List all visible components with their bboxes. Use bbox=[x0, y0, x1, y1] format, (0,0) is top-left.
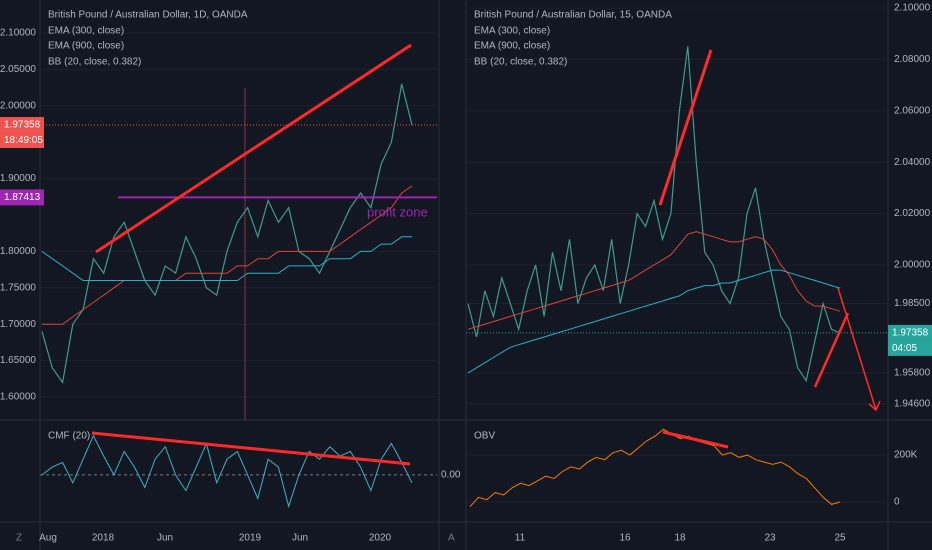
icon[interactable]: Z bbox=[16, 533, 22, 544]
x-tick-label: Jun bbox=[157, 533, 173, 544]
y-tick-label: 1.60000 bbox=[0, 392, 36, 403]
y-tick-label: 2.00000 bbox=[0, 100, 36, 111]
y-tick-label: 1.95800 bbox=[894, 368, 931, 379]
level-box bbox=[0, 189, 44, 206]
x-tick-label: 23 bbox=[764, 533, 776, 544]
x-tick-label: 11 bbox=[515, 533, 526, 544]
y-tick-label: 2.06000 bbox=[894, 105, 931, 116]
series-line bbox=[467, 231, 841, 330]
y-tick-label: 1.98500 bbox=[894, 298, 931, 309]
y-tick-label: 2.05000 bbox=[0, 64, 36, 75]
trend-line bbox=[813, 312, 850, 388]
chart-title: British Pound / Australian Dollar, 15, O… bbox=[474, 10, 672, 21]
y-tick-label: 1.65000 bbox=[0, 355, 36, 366]
indicator-title: CMF (20) bbox=[48, 431, 90, 442]
price-box bbox=[888, 324, 932, 341]
series-line bbox=[41, 236, 412, 281]
trend-line bbox=[95, 43, 412, 254]
indicator-label: BB (20, close, 0.382) bbox=[48, 57, 141, 68]
y-tick-label: 1.94600 bbox=[894, 398, 931, 409]
y-tick-label: 1.90000 bbox=[0, 173, 36, 184]
y-tick-label: 2.00000 bbox=[894, 260, 931, 271]
y-tick-label: 1.75000 bbox=[0, 282, 36, 293]
countdown: 18:49:05 bbox=[4, 135, 43, 146]
y-tick-label: 0.00 bbox=[441, 470, 461, 481]
indicator-label: EMA (900, close) bbox=[48, 41, 124, 52]
y-tick-label: 2.08000 bbox=[894, 54, 931, 65]
y-tick-label: 2.02000 bbox=[894, 208, 931, 219]
y-tick-label: 2.04000 bbox=[894, 157, 931, 168]
series-line bbox=[467, 46, 841, 383]
countdown: 04:05 bbox=[892, 343, 917, 354]
indicator-label: EMA (300, close) bbox=[474, 26, 550, 37]
y-tick-label: 1.80000 bbox=[0, 246, 36, 257]
x-tick-label: Jun bbox=[292, 533, 308, 544]
series-line bbox=[467, 269, 841, 374]
y-tick-label: 2.10000 bbox=[894, 3, 931, 14]
indicator-label: EMA (300, close) bbox=[48, 26, 124, 37]
y-tick-label: 2.10000 bbox=[0, 28, 36, 39]
x-tick-label: 2019 bbox=[239, 533, 262, 544]
indicator-label: BB (20, close, 0.382) bbox=[474, 57, 567, 68]
series-line bbox=[469, 428, 841, 508]
trend-line bbox=[91, 431, 411, 466]
y-tick-label: 0 bbox=[894, 497, 900, 508]
x-tick-label: 18 bbox=[674, 533, 686, 544]
indicator-label: EMA (900, close) bbox=[474, 41, 550, 52]
series-line bbox=[42, 185, 413, 325]
series-line bbox=[41, 434, 413, 509]
arrow-head bbox=[868, 400, 881, 412]
indicator-title: OBV bbox=[474, 431, 495, 442]
x-tick-label: Aug bbox=[39, 533, 57, 544]
x-tick-label: 16 bbox=[619, 533, 631, 544]
y-tick-label: 200K bbox=[894, 450, 918, 461]
annotation: profit zone bbox=[367, 204, 428, 219]
countdown-box bbox=[0, 133, 44, 149]
chart-title: British Pound / Australian Dollar, 1D, O… bbox=[48, 10, 248, 21]
icon[interactable]: A bbox=[448, 533, 455, 544]
x-tick-label: 2018 bbox=[92, 533, 115, 544]
level-label: 1.87413 bbox=[4, 192, 41, 203]
countdown-box bbox=[888, 340, 932, 356]
y-tick-label: 1.70000 bbox=[0, 319, 36, 330]
price-box bbox=[0, 117, 44, 134]
price-label: 1.97358 bbox=[892, 328, 929, 339]
x-tick-label: 2020 bbox=[369, 533, 392, 544]
series-line bbox=[41, 83, 413, 384]
x-tick-label: 25 bbox=[834, 533, 846, 544]
trend-line bbox=[662, 430, 729, 449]
price-label: 1.97358 bbox=[4, 120, 41, 131]
trend-line bbox=[658, 49, 713, 206]
arrow-line bbox=[837, 287, 877, 411]
marks bbox=[40, 7, 888, 509]
